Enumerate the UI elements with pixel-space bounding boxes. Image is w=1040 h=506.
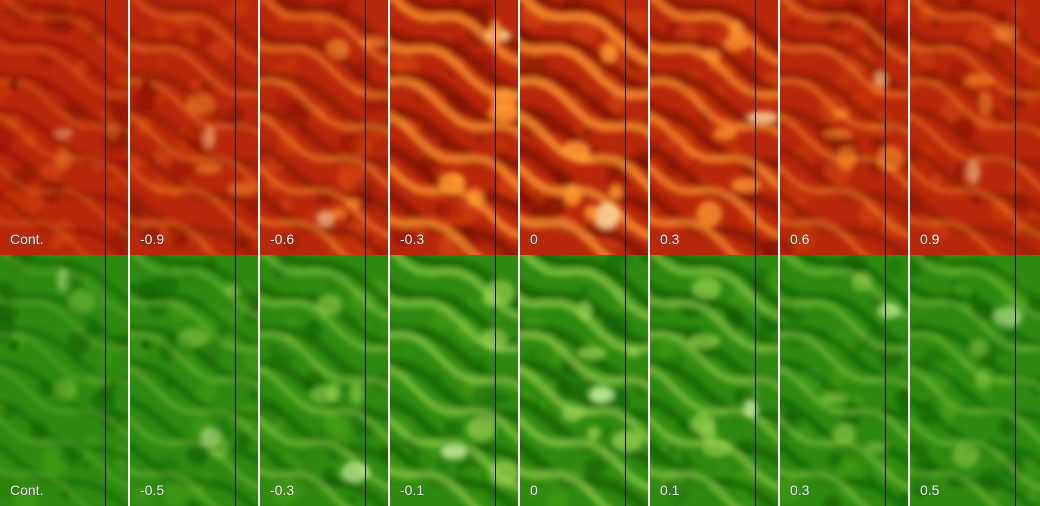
panel-label: 0.6 (790, 231, 810, 247)
panel-label: -0.3 (400, 231, 425, 247)
panel-red-6: 0.6 (778, 0, 908, 255)
red-image-3 (390, 0, 518, 255)
panel-red-5: 0.3 (648, 0, 778, 255)
green-image-2 (260, 255, 388, 506)
panel-red-7: 0.9 (908, 0, 1040, 255)
green-image-7 (910, 255, 1040, 506)
panel-label: 0 (530, 231, 538, 247)
red-image-1 (130, 0, 258, 255)
panel-label: -0.1 (400, 482, 425, 498)
panel-label: -0.5 (140, 482, 165, 498)
panel-red-4: 0 (518, 0, 648, 255)
panel-label: -0.9 (140, 231, 165, 247)
panel-label: 0.3 (660, 231, 680, 247)
panel-label: -0.6 (270, 231, 295, 247)
panel-red-3: -0.3 (388, 0, 518, 255)
panel-label: 0.9 (920, 231, 940, 247)
green-image-1 (130, 255, 258, 506)
panel-label: 0.3 (790, 482, 810, 498)
red-image-0 (0, 0, 128, 255)
green-image-6 (780, 255, 908, 506)
green-image-5 (650, 255, 778, 506)
panel-label: 0 (530, 482, 538, 498)
panel-green-3: -0.1 (388, 255, 518, 506)
red-image-6 (780, 0, 908, 255)
red-image-4 (520, 0, 648, 255)
panel-red-0: Cont. (0, 0, 128, 255)
panel-label: -0.3 (270, 482, 295, 498)
green-image-3 (390, 255, 518, 506)
red-image-5 (650, 0, 778, 255)
panel-label: 0.1 (660, 482, 680, 498)
green-image-0 (0, 255, 128, 506)
panel-red-2: -0.6 (258, 0, 388, 255)
top-row-red: Cont. -0.9 -0.6 -0.3 0 0.3 0.6 0.9 (0, 0, 1040, 255)
panel-green-4: 0 (518, 255, 648, 506)
panel-label: Cont. (10, 482, 44, 498)
panel-label: 0.5 (920, 482, 940, 498)
red-image-2 (260, 0, 388, 255)
panel-green-5: 0.1 (648, 255, 778, 506)
red-image-7 (910, 0, 1040, 255)
panel-red-1: -0.9 (128, 0, 258, 255)
panel-green-2: -0.3 (258, 255, 388, 506)
panel-green-0: Cont. (0, 255, 128, 506)
panel-green-6: 0.3 (778, 255, 908, 506)
panel-green-7: 0.5 (908, 255, 1040, 506)
green-image-4 (520, 255, 648, 506)
bottom-row-green: Cont. -0.5 -0.3 -0.1 0 0.1 0.3 0.5 (0, 255, 1040, 506)
panel-label: Cont. (10, 231, 44, 247)
panel-green-1: -0.5 (128, 255, 258, 506)
